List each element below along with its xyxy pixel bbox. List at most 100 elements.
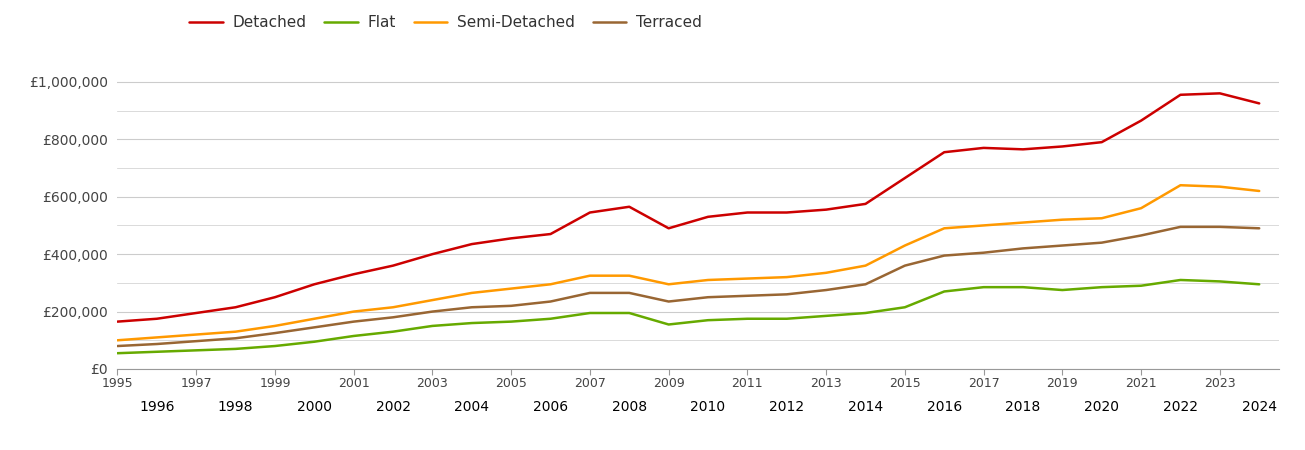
Flat [504, 319, 519, 324]
Detached [976, 145, 992, 151]
Flat [779, 316, 795, 321]
Detached [1173, 92, 1189, 98]
Terraced [1133, 233, 1148, 238]
Semi-Detached [937, 225, 953, 231]
Flat [937, 289, 953, 294]
Semi-Detached [465, 290, 480, 296]
Detached [897, 176, 912, 181]
Semi-Detached [228, 329, 244, 334]
Detached [268, 294, 283, 300]
Terraced [346, 319, 361, 324]
Flat [149, 349, 164, 355]
Detached [1054, 144, 1070, 149]
Flat [424, 323, 440, 328]
Flat [740, 316, 756, 321]
Terraced [110, 343, 125, 349]
Semi-Detached [307, 316, 322, 321]
Semi-Detached [1173, 183, 1189, 188]
Flat [543, 316, 559, 321]
Semi-Detached [385, 305, 401, 310]
Semi-Detached [1094, 216, 1109, 221]
Flat [1212, 279, 1228, 284]
Detached [465, 241, 480, 247]
Detached [818, 207, 834, 212]
Legend: Detached, Flat, Semi-Detached, Terraced: Detached, Flat, Semi-Detached, Terraced [183, 9, 707, 36]
Flat [701, 318, 716, 323]
Terraced [660, 299, 676, 304]
Terraced [1094, 240, 1109, 245]
Detached [504, 236, 519, 241]
Semi-Detached [818, 270, 834, 275]
Terraced [621, 290, 637, 296]
Flat [897, 305, 912, 310]
Line: Detached: Detached [117, 93, 1259, 322]
Semi-Detached [110, 338, 125, 343]
Detached [582, 210, 598, 215]
Terraced [779, 292, 795, 297]
Detached [701, 214, 716, 220]
Detached [1133, 118, 1148, 123]
Flat [857, 310, 873, 316]
Detached [621, 204, 637, 209]
Detached [228, 305, 244, 310]
Terraced [701, 294, 716, 300]
Semi-Detached [621, 273, 637, 279]
Detached [346, 271, 361, 277]
Semi-Detached [268, 323, 283, 328]
Terraced [740, 293, 756, 298]
Detached [1015, 147, 1031, 152]
Flat [582, 310, 598, 316]
Detached [110, 319, 125, 324]
Detached [740, 210, 756, 215]
Semi-Detached [660, 282, 676, 287]
Flat [1251, 282, 1267, 287]
Terraced [149, 341, 164, 346]
Detached [857, 201, 873, 207]
Terraced [857, 282, 873, 287]
Semi-Detached [1133, 206, 1148, 211]
Detached [385, 263, 401, 268]
Flat [110, 351, 125, 356]
Terraced [543, 299, 559, 304]
Semi-Detached [1251, 188, 1267, 194]
Semi-Detached [582, 273, 598, 279]
Detached [1094, 140, 1109, 145]
Terraced [897, 263, 912, 268]
Semi-Detached [504, 286, 519, 291]
Semi-Detached [1054, 217, 1070, 222]
Terraced [818, 288, 834, 293]
Semi-Detached [1212, 184, 1228, 189]
Terraced [465, 305, 480, 310]
Detached [1212, 90, 1228, 96]
Detached [1251, 101, 1267, 106]
Flat [228, 346, 244, 351]
Detached [937, 149, 953, 155]
Flat [346, 333, 361, 339]
Flat [1054, 288, 1070, 293]
Semi-Detached [346, 309, 361, 314]
Terraced [228, 336, 244, 341]
Terraced [504, 303, 519, 309]
Terraced [268, 330, 283, 336]
Terraced [1015, 246, 1031, 251]
Terraced [1251, 225, 1267, 231]
Semi-Detached [701, 277, 716, 283]
Terraced [1212, 224, 1228, 230]
Line: Semi-Detached: Semi-Detached [117, 185, 1259, 340]
Flat [188, 348, 204, 353]
Flat [1094, 284, 1109, 290]
Terraced [307, 324, 322, 330]
Semi-Detached [149, 335, 164, 340]
Flat [465, 320, 480, 326]
Semi-Detached [543, 282, 559, 287]
Flat [660, 322, 676, 327]
Flat [976, 284, 992, 290]
Semi-Detached [188, 332, 204, 337]
Flat [1173, 277, 1189, 283]
Semi-Detached [740, 276, 756, 281]
Detached [149, 316, 164, 321]
Flat [1133, 283, 1148, 288]
Terraced [424, 309, 440, 314]
Semi-Detached [779, 274, 795, 280]
Flat [818, 313, 834, 319]
